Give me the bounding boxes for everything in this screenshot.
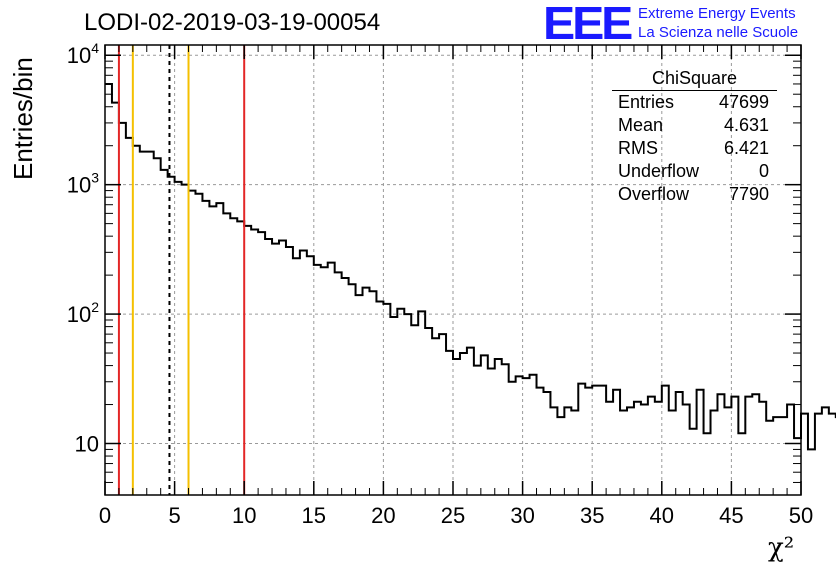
stats-label: Overflow [618, 184, 690, 204]
y-tick-label: 10 [75, 431, 99, 456]
x-tick-label: 10 [232, 503, 256, 528]
y-tick-base: 10 [67, 43, 91, 68]
stats-label: RMS [618, 138, 658, 158]
logo-subtitle-line1: Extreme Energy Events [638, 5, 796, 22]
x-tick-label: 40 [650, 503, 674, 528]
x-tick-label: 0 [99, 503, 111, 528]
logo-subtitle-line2: La Scienza nelle Scuole [638, 24, 799, 41]
x-tick-label: 15 [302, 503, 326, 528]
y-tick-exponent: 4 [91, 40, 99, 56]
stats-value: 6.421 [723, 138, 769, 158]
y-tick-base: 10 [67, 173, 91, 198]
stats-value: 4.631 [723, 115, 769, 135]
stats-label: Entries [618, 92, 675, 112]
y-axis-label: Entries/bin [8, 57, 38, 180]
stats-value: 0 [758, 161, 769, 181]
x-tick-label: 35 [580, 503, 604, 528]
histogram-outline [105, 82, 836, 451]
x-tick-label: 30 [510, 503, 534, 528]
stats-value: 7790 [728, 184, 769, 204]
eee-logo: EEE [543, 0, 633, 49]
y-tick-exponent: 3 [91, 170, 99, 186]
stats-title: ChiSquare [612, 66, 777, 91]
x-tick-label: 50 [789, 503, 813, 528]
y-tick-base: 10 [67, 302, 91, 327]
stats-row-overflow: Overflow 7790 [612, 183, 777, 206]
plot-title: LODI-02-2019-03-19-00054 [84, 9, 381, 36]
y-tick-label: 103 [67, 170, 99, 198]
x-axis-label: χ² [768, 533, 795, 563]
x-tick-label: 25 [441, 503, 465, 528]
stats-row-mean: Mean 4.631 [612, 114, 777, 137]
stats-label: Mean [618, 115, 664, 135]
stats-row-rms: RMS 6.421 [612, 137, 777, 160]
y-tick-label: 104 [67, 40, 99, 68]
x-tick-label: 45 [719, 503, 743, 528]
x-tick-label: 5 [168, 503, 180, 528]
stats-box: ChiSquare Entries 47699 Mean 4.631 RMS 6… [612, 66, 777, 206]
y-tick-exponent: 2 [91, 299, 99, 315]
x-tick-label: 20 [371, 503, 395, 528]
stats-value: 47699 [718, 92, 769, 112]
stats-label: Underflow [618, 161, 700, 181]
stats-row-entries: Entries 47699 [612, 91, 777, 114]
stats-row-underflow: Underflow 0 [612, 160, 777, 183]
y-tick-label: 102 [67, 299, 99, 327]
